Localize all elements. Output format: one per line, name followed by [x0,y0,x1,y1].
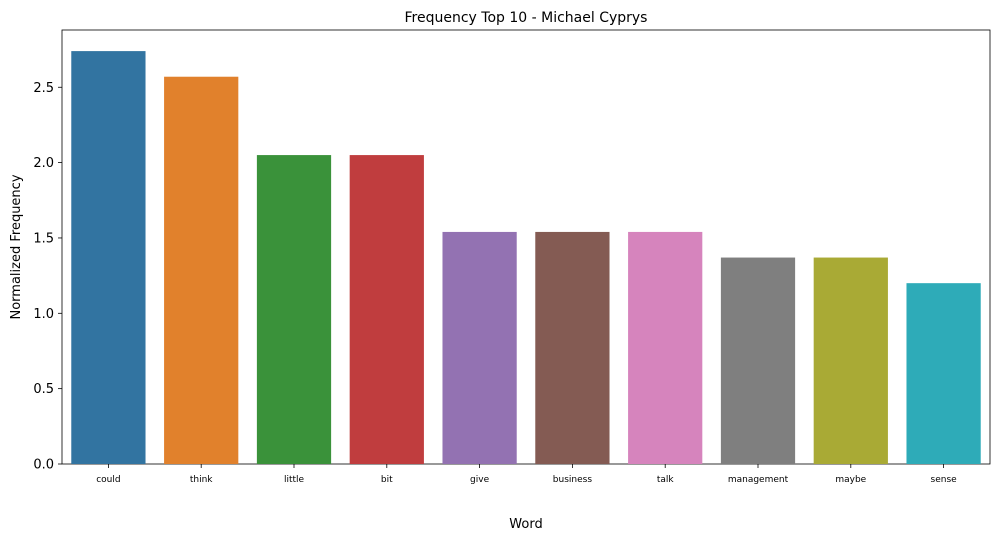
bar-bit [349,155,424,464]
y-tick-label: 1.5 [33,231,54,246]
x-tick-label: sense [931,475,958,485]
x-tick-label: talk [657,475,675,485]
x-tick-label: management [728,475,789,485]
bar-maybe [813,257,888,464]
x-tick-label: could [96,475,120,485]
bar-business [535,231,610,464]
y-tick-label: 2.0 [33,156,54,171]
bar-could [71,51,146,464]
y-tick-label: 0.5 [33,382,54,397]
x-tick-label: little [284,475,305,485]
y-tick-label: 2.5 [33,81,54,96]
y-tick-label: 1.0 [33,307,54,322]
bar-think [164,76,239,464]
x-tick-label: maybe [835,475,866,485]
bar-management [720,257,796,464]
x-tick-label: business [553,475,593,485]
bar-give [442,231,517,464]
x-tick-label: think [190,475,213,485]
chart-title: Frequency Top 10 - Michael Cyprys [405,10,648,26]
y-axis-label: Normalized Frequency [9,174,24,319]
bar-sense [906,283,981,464]
x-tick-label: give [470,475,490,485]
y-tick-label: 0.0 [33,458,54,473]
bar-talk [628,231,703,464]
x-axis-label: Word [509,517,542,532]
x-tick-label: bit [381,475,393,485]
bar-little [256,155,332,464]
